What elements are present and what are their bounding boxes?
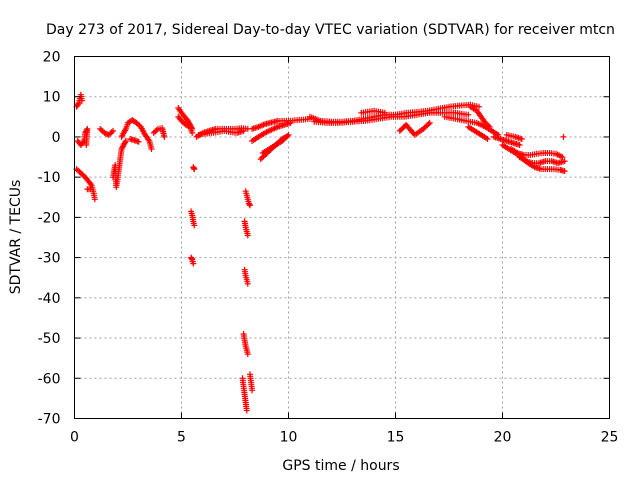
data-point — [75, 101, 82, 108]
data-point — [516, 142, 523, 148]
data-point — [244, 232, 251, 239]
data-point — [561, 168, 568, 175]
data-point — [465, 111, 472, 118]
y-axis-label: SDTVAR / TECUs — [8, 180, 24, 295]
data-point — [561, 158, 568, 165]
x-tick-label: 5 — [177, 430, 186, 446]
data-point — [560, 133, 567, 140]
grid — [74, 56, 610, 419]
y-tick-label: -30 — [38, 251, 61, 267]
data-point — [191, 166, 198, 173]
y-tick-label: 10 — [43, 90, 61, 106]
axis-ticks — [74, 56, 610, 419]
data-point — [122, 139, 129, 146]
data-point — [476, 103, 482, 110]
data-point — [486, 123, 493, 130]
x-tick-label: 10 — [280, 430, 298, 446]
data-point — [425, 121, 432, 128]
y-tick-label: -70 — [38, 412, 61, 428]
x-tick-label: 25 — [601, 430, 619, 446]
data-point — [381, 109, 388, 116]
y-tick-label: -50 — [38, 331, 61, 347]
data-point — [284, 133, 291, 140]
data-point — [484, 136, 491, 142]
data-point — [135, 138, 142, 145]
y-tick-label: 0 — [52, 130, 61, 146]
x-tick-label: 20 — [494, 430, 512, 446]
data-point — [190, 260, 197, 267]
x-axis-label: GPS time / hours — [282, 458, 399, 474]
y-tick-label: -20 — [38, 210, 61, 226]
x-tick-label: 15 — [387, 430, 405, 446]
y-tick-label: -10 — [38, 170, 61, 186]
chart-title: Day 273 of 2017, Sidereal Day-to-day VTE… — [46, 22, 615, 38]
y-tick-labels: -70 -60 -50 -40 -30 -20 -10 0 10 20 — [38, 50, 61, 428]
x-tick-label: 0 — [70, 430, 79, 446]
data-point — [91, 196, 98, 203]
plot-frame — [74, 56, 610, 419]
data-point — [426, 119, 433, 126]
data-point — [518, 136, 525, 142]
data-point — [287, 119, 294, 126]
y-tick-label: -60 — [38, 371, 61, 387]
data-point — [79, 97, 85, 104]
data-point — [83, 142, 90, 148]
y-tick-label: 20 — [43, 50, 61, 66]
data-point — [189, 129, 196, 136]
data-point — [244, 280, 251, 287]
data-point — [247, 202, 253, 209]
data-point — [87, 186, 94, 193]
data-point — [240, 127, 247, 134]
data-point — [110, 127, 116, 134]
data-point — [243, 407, 250, 414]
data-point — [87, 180, 94, 187]
data-point — [80, 139, 87, 146]
data-point — [249, 387, 256, 394]
data-point — [148, 146, 155, 152]
x-tick-labels: 0 5 10 15 20 25 — [70, 430, 618, 446]
data-points — [73, 91, 568, 414]
data-point — [161, 133, 168, 140]
data-point — [122, 138, 129, 144]
data-point — [285, 131, 292, 138]
y-tick-label: -40 — [38, 291, 61, 307]
data-point — [191, 222, 198, 229]
data-point — [244, 351, 251, 358]
